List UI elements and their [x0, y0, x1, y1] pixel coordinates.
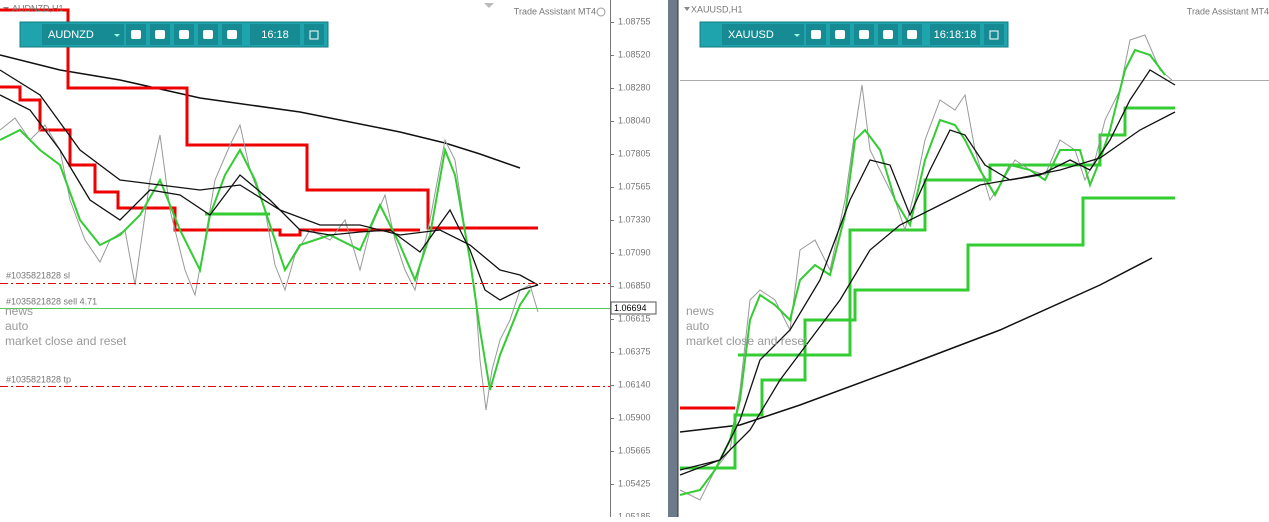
alert-icon[interactable] — [883, 30, 893, 39]
window-button[interactable] — [984, 24, 1004, 45]
axis-label: 1.07330 — [618, 214, 651, 224]
current-price: 1.06694 — [614, 303, 647, 313]
support-line — [738, 106, 1175, 357]
time-box — [930, 24, 980, 45]
calendar-icon[interactable] — [179, 30, 189, 39]
left-indicators — [0, 8, 539, 411]
axis-label: 1.07565 — [618, 181, 651, 191]
pane-arrow — [484, 3, 494, 8]
axis-label: 1.07090 — [618, 247, 651, 257]
time: 16:18 — [261, 29, 289, 41]
camera-icon[interactable] — [811, 30, 821, 39]
alert-icon[interactable] — [203, 30, 213, 39]
window-button[interactable] — [304, 24, 324, 45]
ma-long — [679, 257, 1153, 433]
axis-label: 1.08520 — [618, 49, 651, 59]
current-price-box — [610, 301, 657, 315]
axis-label: 1.05425 — [618, 478, 651, 488]
indicator-icon[interactable] — [596, 7, 606, 17]
axis-label: 1.05185 — [618, 511, 651, 517]
calendar-icon[interactable] — [859, 30, 869, 39]
axis-label: 1.06615 — [618, 313, 651, 323]
axis-label: 1.05665 — [618, 445, 651, 455]
symbol-name: AUDNZD — [48, 29, 94, 41]
menu-icon[interactable] — [907, 30, 917, 39]
symbol-label: AUDNZD,H1 — [12, 3, 64, 13]
stop-line — [0, 8, 538, 230]
ma-long — [0, 54, 521, 169]
time-box — [250, 24, 300, 45]
action-button[interactable]: auto — [686, 319, 710, 333]
window-icon[interactable] — [309, 30, 319, 40]
window-icon[interactable] — [989, 30, 999, 40]
axis-label: 1.06140 — [618, 379, 651, 389]
order-label: #1035821828 sl — [6, 270, 70, 280]
time: 16:18:18 — [934, 29, 977, 41]
ma-mid — [679, 111, 1176, 476]
left-pane — [0, 0, 668, 517]
dropdown-arrow[interactable] — [114, 34, 120, 37]
right-indicators — [679, 34, 1269, 501]
indicator-label: Trade Assistant MT4 — [1187, 6, 1269, 16]
stop-line — [0, 85, 420, 237]
separator — [668, 0, 678, 517]
axis-label: 1.05900 — [618, 412, 651, 422]
price-line — [0, 128, 531, 391]
order-label: #1035821828 sell 4.71 — [6, 296, 97, 306]
price-line — [679, 48, 1166, 496]
indicator-label: Trade Assistant MT4 — [514, 6, 596, 16]
axis-label: 1.07805 — [618, 148, 651, 158]
order-label: #1035821828 tp — [6, 374, 71, 384]
pane-arrow — [684, 7, 690, 11]
axis-label: 1.06850 — [618, 280, 651, 290]
action-button[interactable]: market close and reset — [686, 334, 808, 348]
ma-short — [679, 69, 1176, 471]
eye-icon[interactable] — [155, 30, 165, 39]
dropdown-arrow[interactable] — [794, 34, 800, 37]
action-button[interactable]: market close and reset — [5, 334, 127, 348]
action-button[interactable]: news — [5, 304, 33, 318]
axis-label: 1.08280 — [618, 82, 651, 92]
symbol-select[interactable] — [42, 24, 124, 45]
axis-label: 1.06375 — [618, 346, 651, 356]
eye-icon[interactable] — [835, 30, 845, 39]
ma-short — [0, 94, 539, 301]
action-button[interactable]: news — [686, 304, 714, 318]
camera-icon[interactable] — [131, 30, 141, 39]
axis-label: 1.08040 — [618, 115, 651, 125]
symbol-select[interactable] — [722, 24, 804, 45]
price-line — [679, 34, 1173, 501]
action-button[interactable]: auto — [5, 319, 29, 333]
symbol-name: XAUUSD — [728, 29, 774, 41]
support-line — [680, 196, 1175, 470]
ma-mid — [0, 69, 539, 286]
menu-icon[interactable] — [227, 30, 237, 39]
symbol-label: XAUUSD,H1 — [691, 4, 743, 14]
axis-label: 1.08755 — [618, 16, 651, 26]
